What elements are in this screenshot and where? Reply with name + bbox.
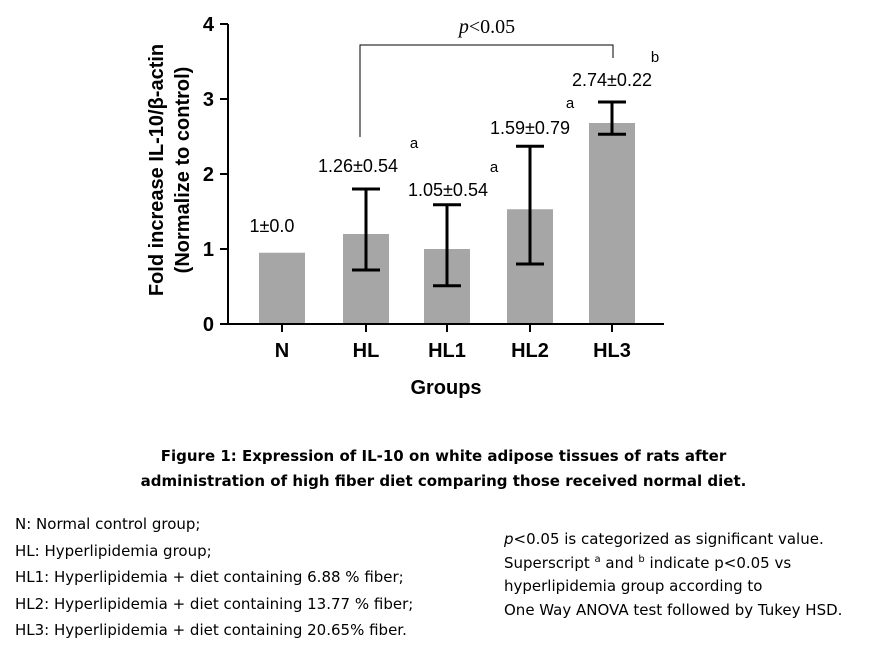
legend-item: HL2: Hyperlipidemia + diet containing 13… bbox=[15, 594, 414, 613]
legend-item: HL: Hyperlipidemia group; bbox=[15, 541, 212, 560]
groups-legend: N: Normal control group; HL: Hyperlipide… bbox=[15, 511, 413, 644]
note-line-2: Superscript a and b indicate p<0.05 vs bbox=[504, 552, 884, 576]
bar-chart: 0 1 2 3 4 N HL HL1 HL2 HL3 Groups Fold increase IL-… bbox=[146, 14, 664, 399]
bar-n bbox=[259, 252, 305, 324]
y-tick-label: 0 bbox=[203, 314, 214, 336]
p-symbol: p bbox=[504, 530, 514, 548]
error-bars-layer bbox=[352, 100, 626, 288]
superscript-label: a bbox=[566, 95, 575, 112]
superscript-label: b bbox=[651, 49, 659, 66]
y-tick-label: 4 bbox=[203, 14, 215, 36]
x-tick-label: N bbox=[275, 340, 289, 362]
y-axis-title-line-1: Fold increase IL-10/β-actin bbox=[146, 44, 168, 296]
caption-line-2: administration of high fiber diet compar… bbox=[140, 472, 747, 490]
caption-line-1: Figure 1: Expression of IL-10 on white a… bbox=[160, 447, 727, 465]
y-axis-title-line-2: (Normalize to control) bbox=[172, 67, 194, 274]
data-label: 1.59±0.79 bbox=[490, 118, 570, 138]
labels-layer: 1±0.01.26±0.54a1.05±0.54a1.59±0.79a2.74±… bbox=[250, 49, 660, 236]
bracket-line bbox=[359, 44, 614, 137]
x-tick-label: HL3 bbox=[593, 340, 631, 362]
p-threshold: <0.05 bbox=[469, 16, 515, 38]
bar-hl3 bbox=[589, 123, 635, 324]
note-text: <0.05 is categorized as significant valu… bbox=[513, 530, 824, 548]
note-line-3: hyperlipidemia group according to bbox=[504, 577, 763, 595]
legend-item: N: Normal control group; bbox=[15, 515, 201, 533]
x-tick-label: HL bbox=[353, 340, 380, 362]
note-text: and bbox=[600, 553, 639, 572]
figure-caption: Figure 1: Expression of IL-10 on white a… bbox=[0, 444, 887, 494]
y-tick-label: 2 bbox=[203, 164, 214, 186]
superscript-b: b bbox=[638, 553, 645, 565]
significance-label: p<0.05 bbox=[457, 16, 515, 38]
note-line-1: p<0.05 is categorized as significant val… bbox=[504, 528, 884, 552]
x-tick-label: HL2 bbox=[511, 340, 549, 362]
note-line-4: One Way ANOVA test followed by Tukey HSD… bbox=[504, 600, 843, 619]
data-label: 1.05±0.54 bbox=[408, 180, 488, 200]
note-text: indicate p<0.05 vs bbox=[644, 553, 792, 572]
legend-item: HL3: Hyperlipidemia + diet containing 20… bbox=[15, 621, 407, 639]
legend-item: HL1: Hyperlipidemia + diet containing 6.… bbox=[15, 568, 404, 586]
data-label: 2.74±0.22 bbox=[572, 70, 652, 90]
x-axis-title: Groups bbox=[410, 377, 481, 399]
superscript-a: a bbox=[594, 553, 601, 565]
axes-layer: 0 1 2 3 4 N HL HL1 HL2 HL3 Groups Fold increase IL-… bbox=[146, 14, 664, 399]
p-symbol: p bbox=[457, 16, 469, 38]
superscript-label: a bbox=[410, 135, 419, 152]
data-label: 1.26±0.54 bbox=[318, 156, 398, 176]
superscript-label: a bbox=[490, 159, 499, 176]
significance-notes: p<0.05 is categorized as significant val… bbox=[504, 528, 884, 622]
y-tick-label: 3 bbox=[203, 89, 214, 111]
data-label: 1±0.0 bbox=[250, 216, 295, 236]
significance-bracket: p<0.05 bbox=[359, 16, 614, 137]
note-text: Superscript bbox=[504, 553, 595, 572]
x-tick-label: HL1 bbox=[428, 340, 466, 362]
y-tick-label: 1 bbox=[203, 239, 214, 261]
